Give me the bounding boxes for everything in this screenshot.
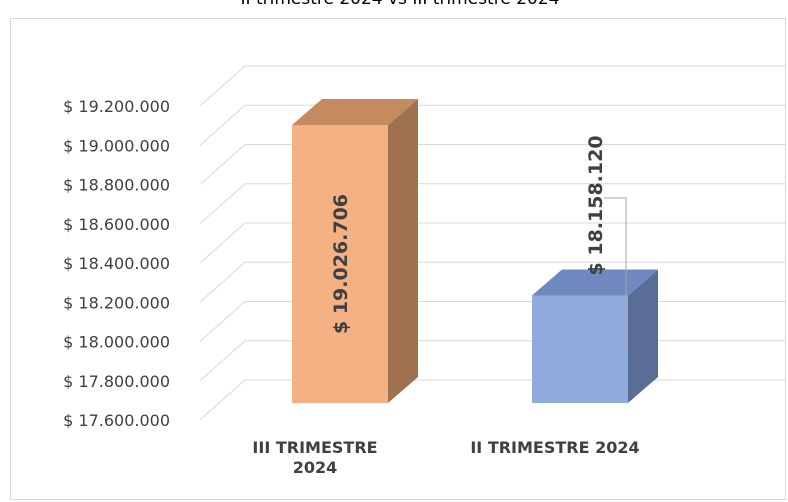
grid-line [199, 144, 785, 185]
grid-line [199, 183, 785, 225]
y-tick-label: $ 17.800.000 [63, 372, 170, 391]
grid-line [199, 65, 785, 107]
y-tick-label: $ 18.400.000 [63, 254, 170, 273]
grid-line [199, 222, 785, 264]
x-tick-label: II TRIMESTRE 2024 [470, 438, 640, 457]
chart-title: II trimestre 2024 vs III trimestre 2024 [241, 0, 560, 9]
y-tick-label: $ 17.600.000 [63, 411, 170, 430]
grid-line [199, 104, 785, 146]
y-tick-label: $ 18.200.000 [63, 293, 170, 312]
y-tick-label: $ 18.000.000 [63, 333, 170, 352]
bar [292, 125, 388, 404]
y-tick-label: $ 18.800.000 [63, 176, 170, 195]
bar-side [628, 269, 658, 403]
bar [532, 295, 628, 403]
grid-line [199, 261, 785, 303]
bar-top [292, 99, 418, 126]
y-tick-label: $ 19.000.000 [63, 136, 170, 155]
value-label: $ 19.026.706 [330, 194, 352, 334]
bar-side [388, 99, 418, 404]
leader-line [604, 197, 627, 345]
y-tick-label: $ 18.600.000 [63, 215, 170, 234]
x-tick-label: III TRIMESTRE 2024 [252, 438, 378, 477]
value-label: $ 18.158.120 [585, 135, 607, 275]
y-tick-label: $ 19.200.000 [63, 97, 170, 116]
